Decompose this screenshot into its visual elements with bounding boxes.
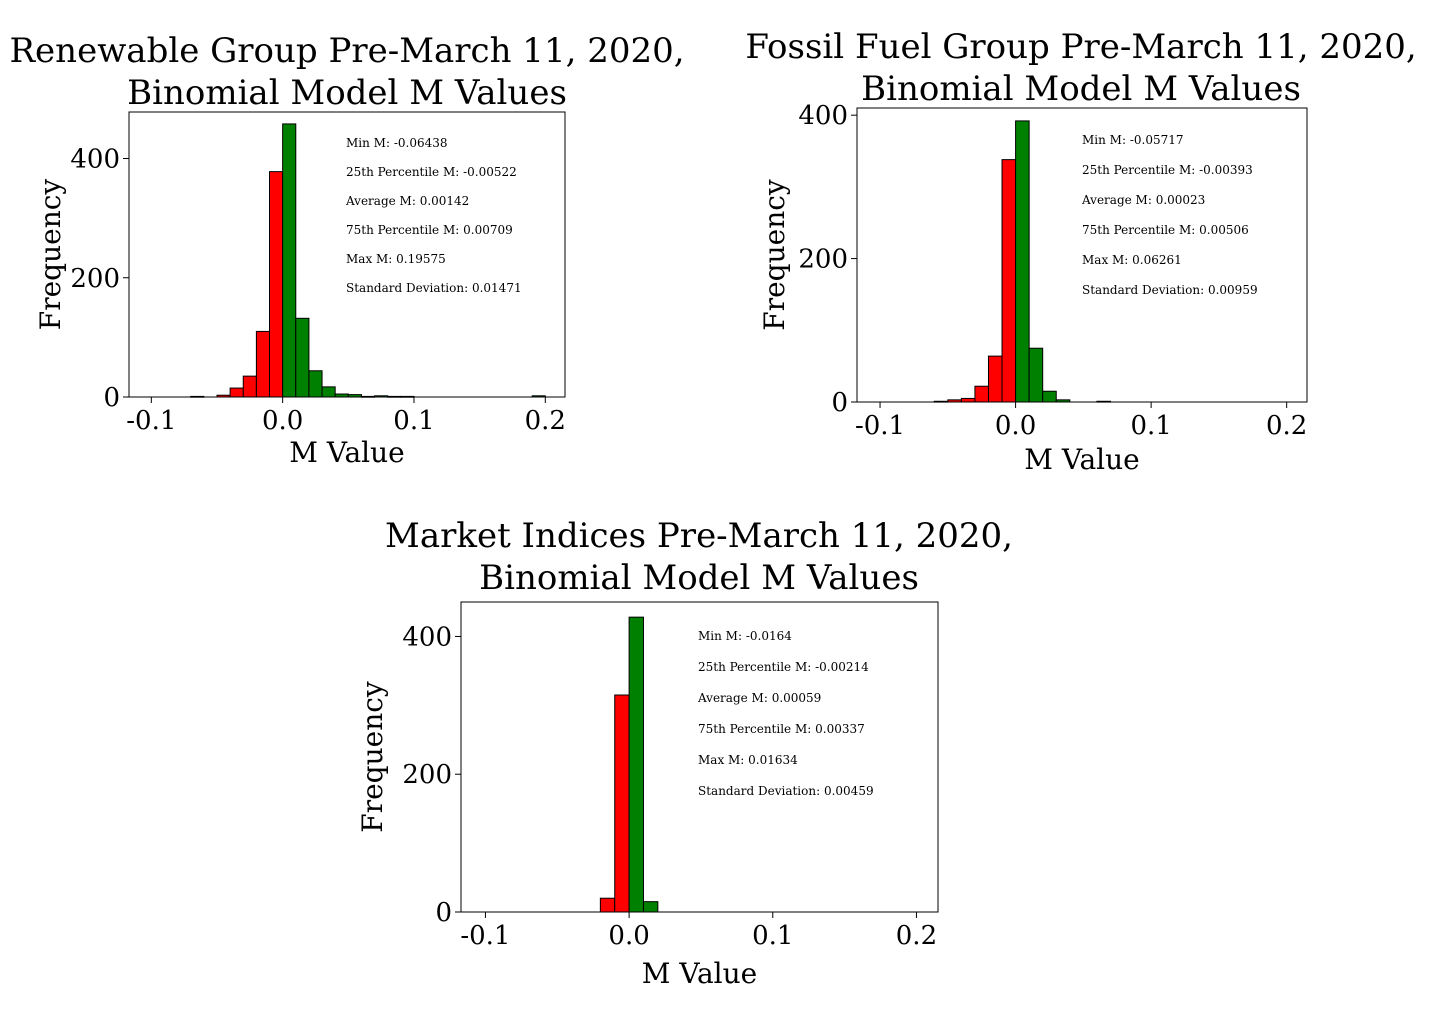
x-tick-label: -0.1 (855, 411, 905, 441)
stat-annotation: Standard Deviation: 0.00959 (1082, 283, 1258, 297)
histogram-bar (308, 370, 323, 398)
x-tick-label: 0.1 (752, 921, 793, 951)
y-tick-label: 400 (70, 145, 120, 175)
y-tick-label: 400 (402, 622, 452, 652)
x-tick-label: 0.2 (896, 921, 937, 951)
stat-annotation: Average M: 0.00142 (345, 194, 469, 208)
y-axis-label: Frequency (34, 179, 67, 331)
histogram-bar (599, 897, 616, 913)
market-indices-histogram: Market Indices Pre-March 11, 2020, Binom… (340, 505, 1040, 1005)
histogram-bar (987, 355, 1003, 403)
histogram-bar (1001, 159, 1017, 403)
histogram-bar (614, 694, 630, 913)
plot-frame (460, 601, 939, 913)
histogram-bar (1042, 390, 1057, 403)
x-tick-label: 0.1 (1130, 411, 1171, 441)
stat-annotation: 75th Percentile M: 0.00506 (1082, 223, 1249, 237)
x-tick-label: 0.0 (608, 921, 649, 951)
stat-annotation: Standard Deviation: 0.01471 (346, 281, 522, 295)
x-tick-label: -0.1 (460, 921, 510, 951)
y-axis-label: Frequency (356, 681, 389, 833)
histogram-bar (321, 386, 336, 398)
chart-title: Market Indices Pre-March 11, 2020, Binom… (340, 515, 1058, 599)
stat-annotation: Min M: -0.06438 (346, 136, 448, 150)
fossil-fuel-plot: -0.1 0.0 0.1 0.2 0 200 400 M Value Frequency Min … (758, 101, 1308, 476)
y-tick-label: 0 (103, 383, 120, 413)
histogram-bar (255, 330, 271, 398)
histogram-bar (960, 397, 976, 403)
histogram-bar (642, 901, 659, 913)
stat-annotation: 75th Percentile M: 0.00337 (698, 722, 865, 736)
y-tick-label: 200 (798, 245, 848, 275)
stat-annotation: Average M: 0.00059 (697, 691, 821, 705)
stat-annotation: Standard Deviation: 0.00459 (698, 784, 874, 798)
histogram-bar (628, 616, 644, 913)
stat-annotation: Max M: 0.19575 (346, 252, 446, 266)
renewable-histogram: Renewable Group Pre-March 11, 2020, Bino… (0, 0, 700, 490)
y-tick-label: 400 (798, 101, 848, 131)
chart-title-line2: Binomial Model M Values (127, 73, 567, 113)
x-tick-label: -0.1 (126, 406, 176, 436)
y-tick-label: 0 (435, 898, 452, 928)
chart-title: Fossil Fuel Group Pre-March 11, 2020, Bi… (720, 26, 1432, 110)
y-axis-label: Frequency (758, 179, 791, 331)
histogram-bar (242, 375, 257, 398)
chart-title-line2: Binomial Model M Values (479, 558, 919, 598)
stat-annotation: 75th Percentile M: 0.00709 (346, 223, 513, 237)
market-indices-plot: -0.1 0.0 0.1 0.2 0 200 400 M Value Frequency Min … (356, 601, 939, 990)
y-tick-label: 200 (70, 264, 120, 294)
stat-annotation: Min M: -0.0164 (698, 629, 792, 643)
histogram-bar (295, 317, 310, 398)
x-tick-label: 0.1 (393, 406, 434, 436)
fossil-fuel-histogram: Fossil Fuel Group Pre-March 11, 2020, Bi… (720, 0, 1432, 490)
stat-annotation: Average M: 0.00023 (1081, 193, 1205, 207)
chart-title-line1: Market Indices Pre-March 11, 2020, (385, 516, 1013, 556)
histogram-bar (1028, 347, 1044, 403)
chart-title: Renewable Group Pre-March 11, 2020, Bino… (0, 30, 694, 114)
x-tick-label: 0.2 (1266, 411, 1307, 441)
chart-title-line1: Fossil Fuel Group Pre-March 11, 2020, (745, 27, 1417, 67)
x-axis-label: M Value (289, 436, 404, 469)
histogram-bar (229, 387, 244, 398)
x-tick-label: 0.0 (262, 406, 303, 436)
x-tick-label: 0.0 (995, 411, 1036, 441)
x-axis-label: M Value (642, 957, 757, 990)
stat-annotation: Max M: 0.06261 (1082, 253, 1182, 267)
stat-annotation: 25th Percentile M: -0.00393 (1082, 163, 1253, 177)
x-axis-label: M Value (1024, 443, 1139, 476)
stat-annotation: Min M: -0.05717 (1082, 133, 1184, 147)
plot-frame (128, 111, 566, 398)
chart-title-line1: Renewable Group Pre-March 11, 2020, (9, 31, 685, 71)
chart-title-line2: Binomial Model M Values (861, 69, 1301, 109)
plot-frame (856, 107, 1308, 403)
histogram-bar (282, 123, 297, 398)
histogram-bar (974, 385, 989, 403)
y-tick-label: 200 (402, 760, 452, 790)
stat-annotation: 25th Percentile M: -0.00214 (698, 660, 869, 674)
renewable-plot: -0.1 0.0 0.1 0.2 0 200 400 M Value Frequency Min … (34, 111, 566, 469)
stat-annotation: Max M: 0.01634 (698, 753, 798, 767)
x-tick-label: 0.2 (525, 406, 566, 436)
histogram-bar (1015, 120, 1030, 403)
y-tick-label: 0 (831, 388, 848, 418)
histogram-bar (269, 171, 284, 398)
stat-annotation: 25th Percentile M: -0.00522 (346, 165, 517, 179)
